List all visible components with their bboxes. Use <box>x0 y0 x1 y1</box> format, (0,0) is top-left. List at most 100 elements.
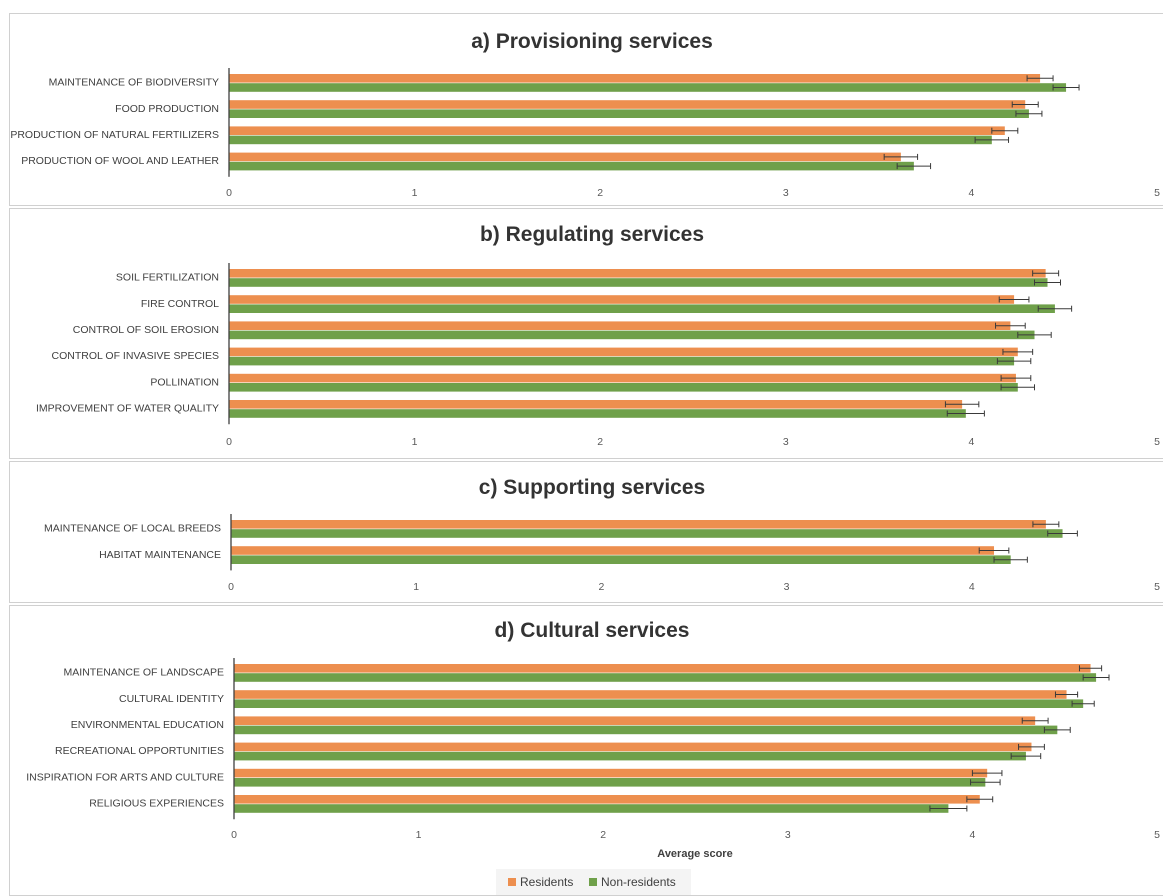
bar-residents <box>234 664 1091 673</box>
x-tick-label: 1 <box>412 436 418 448</box>
category-label: FIRE CONTROL <box>141 298 219 310</box>
bar-residents <box>231 520 1046 529</box>
error-bar-non-residents <box>1043 726 1071 733</box>
error-bar-residents <box>883 153 919 160</box>
bar-non-residents <box>229 161 914 171</box>
category-label: RELIGIOUS EXPERIENCES <box>89 798 224 810</box>
category-label: CONTROL OF INVASIVE SPECIES <box>52 350 219 362</box>
bar-residents <box>229 295 1015 304</box>
bar-non-residents <box>234 699 1084 708</box>
x-tick-label: 3 <box>784 581 790 593</box>
bar-residents <box>229 400 963 409</box>
category-label: SOIL FERTILIZATION <box>116 272 219 284</box>
bar-non-residents <box>234 804 949 813</box>
error-bar-non-residents <box>929 805 968 812</box>
category-label: FOOD PRODUCTION <box>115 103 219 115</box>
category-label: PRODUCTION OF WOOL AND LEATHER <box>21 155 219 167</box>
x-tick-label: 5 <box>1154 581 1160 593</box>
error-bar-non-residents <box>1037 305 1073 312</box>
error-bar-residents <box>1032 521 1060 528</box>
bar-non-residents <box>234 673 1097 682</box>
category-label: ENVIRONMENTAL EDUCATION <box>71 719 224 731</box>
bar-non-residents <box>229 83 1067 92</box>
error-bar-non-residents <box>1010 753 1042 760</box>
legend: Residents Non-residents <box>496 869 691 895</box>
error-bar-non-residents <box>1017 331 1052 338</box>
x-tick-label: 2 <box>597 187 603 199</box>
error-bar-non-residents <box>974 136 1010 143</box>
bar-non-residents <box>229 383 1018 392</box>
x-tick-label: 1 <box>413 581 419 593</box>
bar-non-residents <box>231 555 1011 564</box>
bar-residents <box>234 768 988 778</box>
x-tick-label: 1 <box>416 829 422 841</box>
category-label: PRODUCTION OF NATURAL FERTILIZERS <box>10 129 219 141</box>
bar-residents <box>229 100 1026 109</box>
panel-d: d) Cultural services MAINTENANCE OF LANDS… <box>9 605 1163 896</box>
x-tick-label: 4 <box>968 436 974 448</box>
error-bar-residents <box>1011 101 1039 108</box>
legend-swatch-residents <box>508 878 516 886</box>
bar-residents <box>234 690 1067 699</box>
bar-residents <box>229 126 1005 135</box>
error-bar-non-residents <box>1034 279 1061 286</box>
category-label: CONTROL OF SOIL EROSION <box>73 324 219 336</box>
error-bar-non-residents <box>1082 674 1110 681</box>
panel-title: b) Regulating services <box>480 223 704 246</box>
error-bar-residents <box>978 547 1010 554</box>
x-tick-label: 4 <box>968 187 974 199</box>
error-bar-residents <box>1078 665 1103 672</box>
bar-residents <box>229 347 1018 357</box>
category-label: CULTURAL IDENTITY <box>119 693 224 705</box>
error-bar-residents <box>1032 270 1060 277</box>
error-bar-non-residents <box>970 779 1001 786</box>
panel-title: c) Supporting services <box>479 476 705 499</box>
category-label: MAINTENANCE OF BIODIVERSITY <box>49 77 219 89</box>
x-tick-label: 2 <box>597 436 603 448</box>
error-bar-non-residents <box>946 410 985 417</box>
error-bar-residents <box>971 770 1003 777</box>
panel-c: c) Supporting services MAINTENANCE OF LOC… <box>9 461 1163 603</box>
x-tick-label: 2 <box>598 581 604 593</box>
error-bar-non-residents <box>1000 384 1036 391</box>
category-label: POLLINATION <box>150 376 219 388</box>
error-bar-non-residents <box>1015 110 1043 117</box>
error-bar-residents <box>991 127 1019 134</box>
bar-residents <box>229 269 1046 278</box>
x-tick-label: 5 <box>1154 436 1160 448</box>
error-bar-residents <box>995 322 1026 329</box>
x-tick-label: 4 <box>969 829 975 841</box>
bar-residents <box>229 321 1011 330</box>
category-label: INSPIRATION FOR ARTS AND CULTURE <box>26 771 224 783</box>
panel-title: d) Cultural services <box>495 619 690 642</box>
legend-label-residents: Residents <box>520 875 573 889</box>
x-tick-label: 0 <box>231 829 237 841</box>
legend-swatch-non-residents <box>589 878 597 886</box>
error-bar-non-residents <box>896 163 932 170</box>
error-bar-residents <box>1002 348 1034 355</box>
bar-non-residents <box>234 725 1058 735</box>
x-tick-label: 3 <box>785 829 791 841</box>
bar-non-residents <box>229 356 1015 366</box>
x-tick-label: 0 <box>226 187 232 199</box>
legend-label-non-residents: Non-residents <box>601 875 676 889</box>
category-label: MAINTENANCE OF LOCAL BREEDS <box>44 523 221 535</box>
error-bar-residents <box>1021 717 1049 724</box>
bar-residents <box>231 546 995 555</box>
bar-non-residents <box>229 278 1048 287</box>
x-tick-label: 2 <box>600 829 606 841</box>
panel-b: b) Regulating services SOIL FERTILIZATION… <box>9 208 1163 459</box>
error-bar-non-residents <box>1071 700 1095 707</box>
error-bar-non-residents <box>993 556 1028 563</box>
error-bar-residents <box>966 796 994 803</box>
bar-residents <box>234 742 1032 752</box>
bar-non-residents <box>229 304 1055 313</box>
category-label: IMPROVEMENT OF WATER QUALITY <box>36 403 219 415</box>
category-label: RECREATIONAL OPPORTUNITIES <box>55 745 224 757</box>
bar-non-residents <box>229 109 1029 118</box>
error-bar-residents <box>1054 691 1079 698</box>
x-tick-label: 1 <box>412 187 418 199</box>
error-bar-non-residents <box>996 358 1032 365</box>
error-bar-residents <box>1018 743 1045 750</box>
